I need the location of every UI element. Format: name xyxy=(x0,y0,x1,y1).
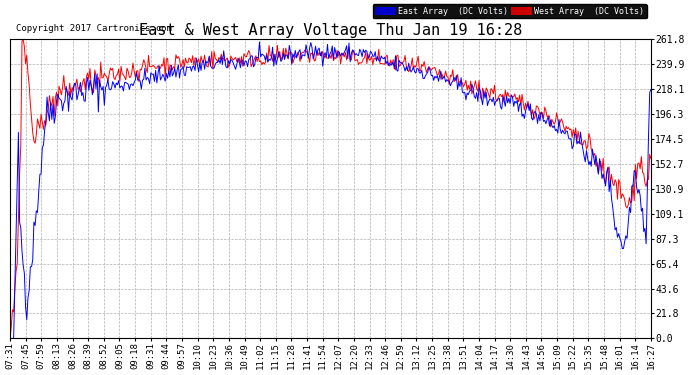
Legend: East Array  (DC Volts), West Array  (DC Volts): East Array (DC Volts), West Array (DC Vo… xyxy=(373,4,647,18)
Title: East & West Array Voltage Thu Jan 19 16:28: East & West Array Voltage Thu Jan 19 16:… xyxy=(139,23,522,38)
Text: Copyright 2017 Cartronics.com: Copyright 2017 Cartronics.com xyxy=(17,24,172,33)
